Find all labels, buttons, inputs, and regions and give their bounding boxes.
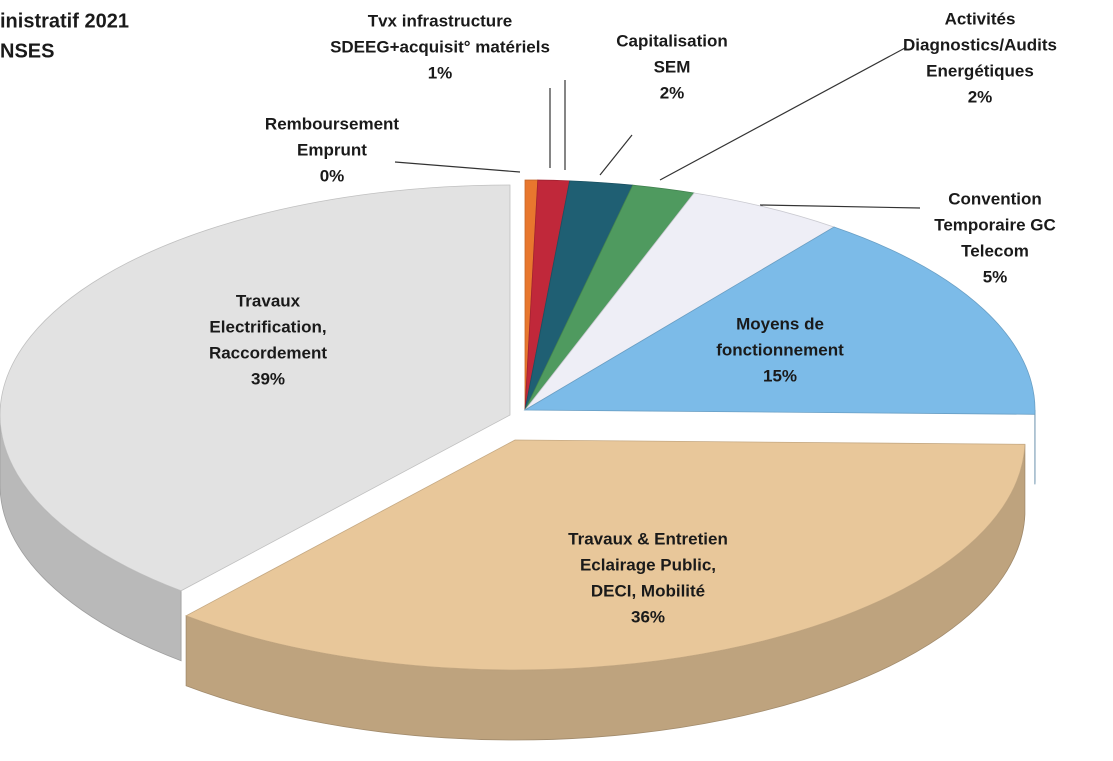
- slice-label: Raccordement: [209, 343, 327, 362]
- slice-label: Convention: [948, 189, 1042, 208]
- slice-label: Telecom: [961, 241, 1029, 260]
- value-label: 39%: [251, 369, 285, 388]
- leader-lines: [394, 47, 921, 209]
- labels: Remboursement Emprunt 0% Tvx infrastructure…: [209, 9, 1057, 626]
- value-label: 1%: [428, 63, 453, 82]
- slice: [0, 184, 511, 592]
- slice-label: Tvx infrastructure: [368, 11, 513, 30]
- chart-subtitle: NSES: [0, 40, 54, 62]
- slice-label: Electrification,: [209, 317, 326, 336]
- slice-label: DECI, Mobilité: [591, 581, 705, 600]
- slice: [185, 439, 1026, 671]
- slice-label: Travaux & Entretien: [568, 529, 728, 548]
- leader-line: [659, 47, 906, 181]
- slice: [524, 192, 835, 411]
- slice-label: Diagnostics/Audits: [903, 35, 1057, 54]
- leader-line: [599, 134, 633, 176]
- pie: [0, 179, 1036, 741]
- value-label: 5%: [983, 267, 1008, 286]
- value-label: 2%: [968, 87, 993, 106]
- slice: [523, 226, 1036, 415]
- value-label: 2%: [660, 83, 685, 102]
- slice-label: Emprunt: [297, 140, 367, 159]
- value-label: 15%: [763, 366, 797, 385]
- leader-line: [394, 161, 521, 173]
- slice-label: Remboursement: [265, 114, 399, 133]
- slice-label: SDEEG+acquisit° matériels: [330, 37, 550, 56]
- slice-label: Travaux: [236, 291, 301, 310]
- value-label: 0%: [320, 166, 345, 185]
- slice-label: fonctionnement: [716, 340, 844, 359]
- chart-title: inistratif 2021: [0, 10, 129, 32]
- leader-line: [759, 204, 921, 209]
- slice-label: Eclairage Public,: [580, 555, 716, 574]
- slice-label: Temporaire GC: [934, 215, 1056, 234]
- value-label: 36%: [631, 607, 665, 626]
- slice-label: Activités: [945, 9, 1016, 28]
- slice-label: Moyens de: [736, 314, 824, 333]
- slice-label: Capitalisation: [616, 31, 727, 50]
- slice-label: SEM: [654, 57, 691, 76]
- slice-label: Energétiques: [926, 61, 1034, 80]
